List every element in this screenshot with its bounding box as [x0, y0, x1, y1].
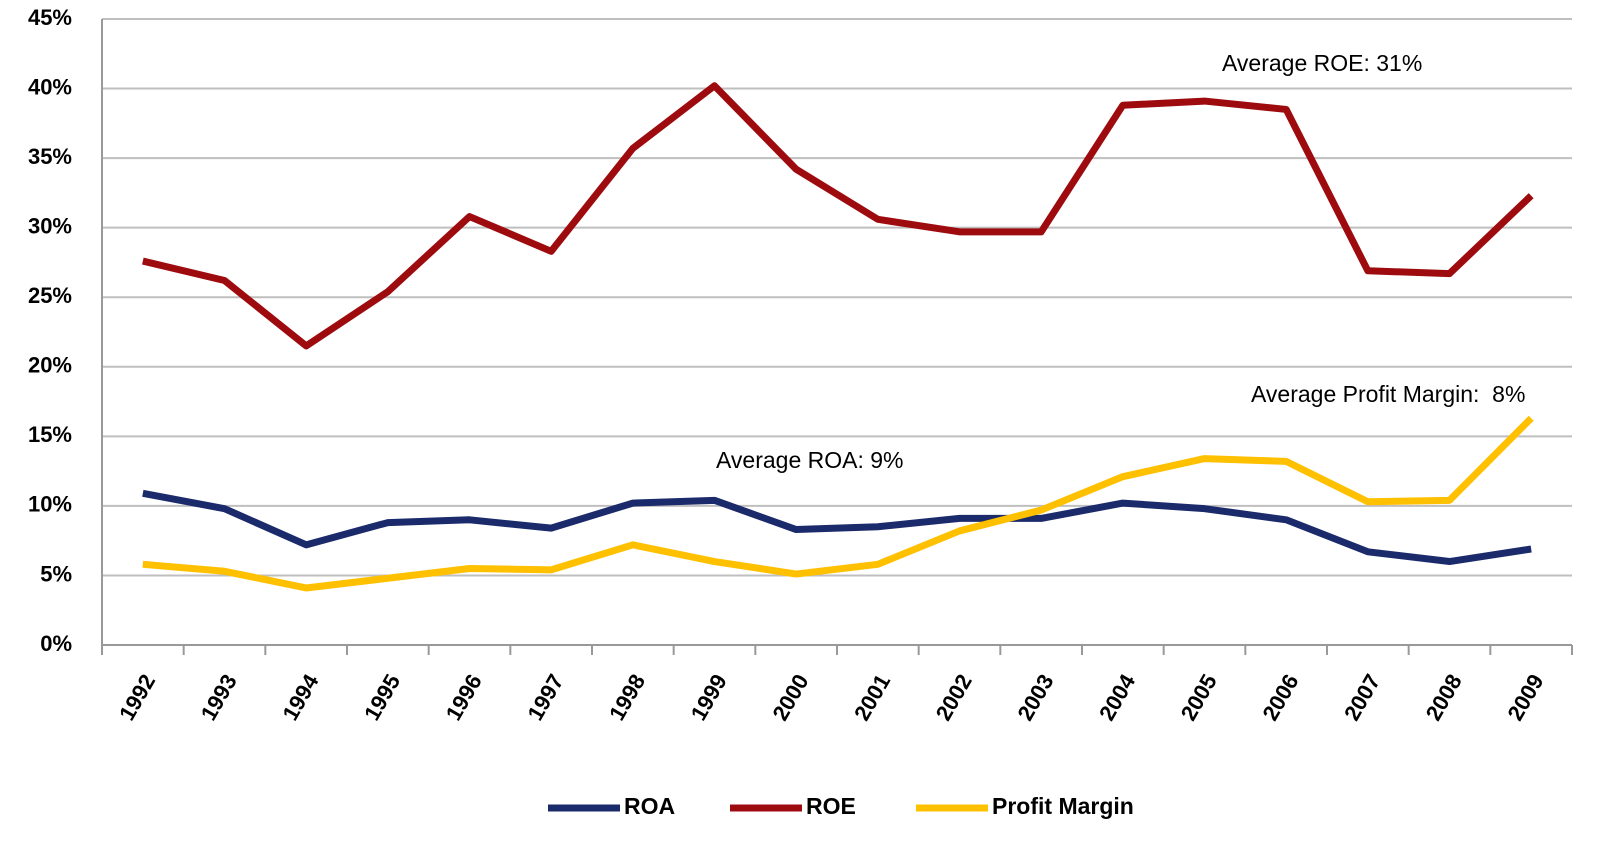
annotation: Average ROA: 9%: [716, 447, 904, 473]
legend-label: ROE: [806, 793, 856, 819]
x-tick-label: 1995: [359, 670, 405, 725]
x-tick-label: 2009: [1502, 670, 1548, 725]
legend-label: ROA: [624, 793, 675, 819]
x-tick-label: 1994: [277, 669, 324, 725]
x-tick-label: 1998: [604, 670, 650, 725]
x-tick-label: 2008: [1421, 670, 1467, 725]
annotation: Average ROE: 31%: [1222, 50, 1422, 76]
y-tick-label: 45%: [28, 5, 72, 30]
x-tick-label: 1996: [441, 670, 487, 725]
x-tick-label: 2002: [931, 670, 977, 725]
x-tick-label: 2007: [1339, 670, 1385, 725]
x-tick-label: 1992: [114, 670, 160, 725]
x-tick-label: 1993: [196, 670, 242, 725]
annotation: Average Profit Margin: 8%: [1251, 381, 1525, 407]
y-tick-label: 0%: [40, 631, 72, 656]
y-tick-label: 35%: [28, 144, 72, 169]
legend-label: Profit Margin: [992, 793, 1134, 819]
x-tick-label: 2003: [1012, 670, 1058, 725]
x-tick-label: 1999: [686, 670, 732, 725]
y-tick-label: 30%: [28, 213, 72, 238]
x-tick-label: 1997: [522, 670, 568, 725]
series-line: [142, 82, 1534, 350]
x-tick-label: 2000: [767, 670, 813, 725]
y-tick-label: 25%: [28, 283, 72, 308]
x-tick-label: 2001: [849, 670, 895, 725]
series-line: [142, 415, 1534, 592]
y-tick-label: 15%: [28, 422, 72, 447]
y-tick-label: 5%: [40, 561, 72, 586]
y-tick-label: 40%: [28, 74, 72, 99]
x-tick-label: 2004: [1094, 669, 1141, 725]
y-tick-label: 20%: [28, 353, 72, 378]
series-line: [142, 489, 1532, 566]
x-tick-label: 2006: [1257, 670, 1303, 725]
x-tick-label: 2005: [1176, 670, 1222, 725]
y-tick-label: 10%: [28, 492, 72, 517]
